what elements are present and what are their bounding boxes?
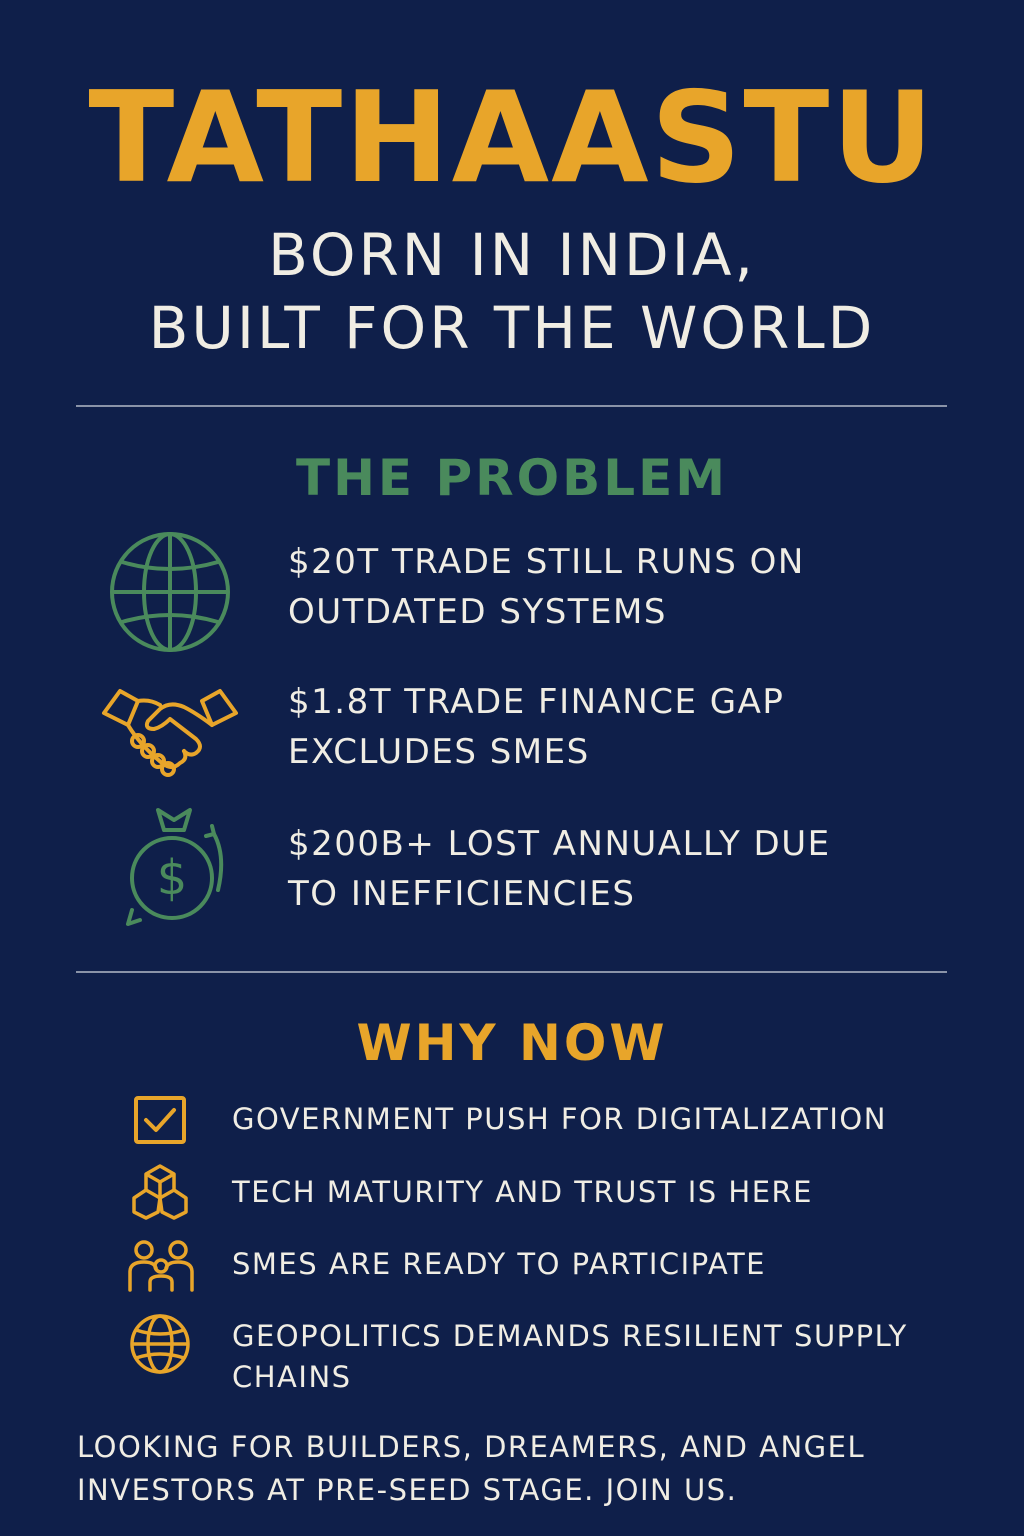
- why-now-heading: WHY NOW: [356, 1014, 668, 1072]
- blocks-icon: [132, 1164, 188, 1220]
- why-item-4-line-1: GEOPOLITICS DEMANDS RESILIENT SUPPLY: [232, 1319, 908, 1353]
- why-item-3-line-1: SMES ARE READY TO PARTICIPATE: [232, 1247, 766, 1281]
- footer-line-2: INVESTORS AT PRE-SEED STAGE. JOIN US.: [77, 1473, 738, 1507]
- problem-item-3-line-2: TO INEFFICIENCIES: [288, 874, 636, 914]
- problem-item-2-line-1: $1.8T TRADE FINANCE GAP: [288, 682, 785, 722]
- why-item-1: GOVERNMENT PUSH FOR DIGITALIZATION: [232, 1099, 1002, 1140]
- money-bag-icon: $: [126, 808, 224, 926]
- footer-line-1: LOOKING FOR BUILDERS, DREAMERS, AND ANGE…: [77, 1430, 866, 1464]
- problem-item-1-line-2: OUTDATED SYSTEMS: [288, 592, 667, 632]
- svg-text:$: $: [157, 850, 188, 906]
- why-item-4: GEOPOLITICS DEMANDS RESILIENT SUPPLY CHA…: [232, 1316, 1002, 1398]
- divider-bottom: [76, 971, 947, 973]
- why-item-3: SMES ARE READY TO PARTICIPATE: [232, 1244, 1002, 1285]
- subtitle-line-1: BORN IN INDIA,: [268, 221, 756, 289]
- problem-item-2: $1.8T TRADE FINANCE GAP EXCLUDES SMES: [288, 677, 988, 777]
- globe-icon: [130, 1314, 190, 1374]
- people-icon: [128, 1240, 194, 1292]
- why-item-1-line-1: GOVERNMENT PUSH FOR DIGITALIZATION: [232, 1102, 887, 1136]
- why-item-4-line-2: CHAINS: [232, 1360, 352, 1394]
- problem-item-3-line-1: $200B+ LOST ANNUALLY DUE: [288, 824, 831, 864]
- problem-item-2-line-2: EXCLUDES SMES: [288, 732, 590, 772]
- subtitle-line-2: BUILT FOR THE WORLD: [148, 294, 876, 362]
- problem-item-3: $200B+ LOST ANNUALLY DUE TO INEFFICIENCI…: [288, 819, 988, 919]
- page-title: TATHAASTU: [88, 64, 936, 211]
- problem-item-1: $20T TRADE STILL RUNS ON OUTDATED SYSTEM…: [288, 537, 988, 637]
- divider-top: [76, 405, 947, 407]
- footer-call-to-action: LOOKING FOR BUILDERS, DREAMERS, AND ANGE…: [77, 1426, 977, 1512]
- why-item-2-line-1: TECH MATURITY AND TRUST IS HERE: [232, 1175, 814, 1209]
- handshake-icon: [102, 689, 238, 777]
- problem-item-1-line-1: $20T TRADE STILL RUNS ON: [288, 542, 805, 582]
- problem-heading: THE PROBLEM: [295, 449, 729, 507]
- checkbox-icon: [134, 1096, 186, 1144]
- why-item-2: TECH MATURITY AND TRUST IS HERE: [232, 1172, 1002, 1213]
- globe-icon: [110, 532, 230, 652]
